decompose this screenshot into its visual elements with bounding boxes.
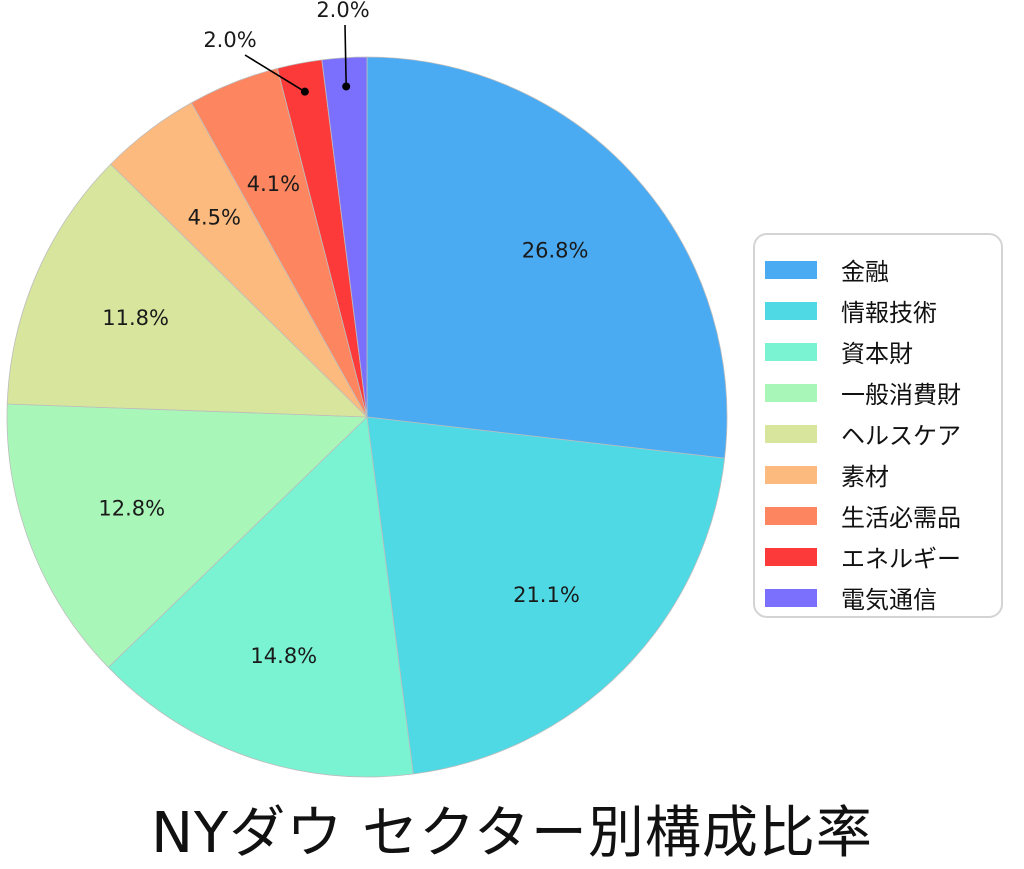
callout-line [244,54,306,93]
legend-swatch [765,465,817,484]
callout-dot [342,82,351,91]
pie-slice [366,416,726,775]
pie-slice [321,56,368,418]
slice-label: 4.1% [247,172,300,196]
legend-label: エネルギー [841,545,961,573]
pie-slices [6,56,728,778]
legend-label: 一般消費財 [841,381,961,409]
legend-label: 資本財 [841,340,913,368]
pie-labels: 26.8% 21.1% 14.8% 12.8% 11.8% 4.5%4.1% 2.0% 2.0… [98,0,588,668]
legend-item: 金融 [765,249,1001,290]
legend-item: 資本財 [765,331,1001,372]
legend-label: 生活必需品 [841,504,961,532]
legend-item: 生活必需品 [765,495,1001,536]
legend-item: 電気通信 [765,577,1001,618]
pie-slice [107,416,414,778]
legend-swatch [765,506,817,525]
slice-label: 2.0% [316,0,369,22]
legend-item: 素材 [765,454,1001,495]
pie-slice [6,163,369,418]
legend-swatch [765,383,817,402]
legend-swatch [765,342,817,361]
slice-label: 2.0% [203,28,256,52]
legend-swatch [765,424,817,443]
legend-swatch [765,301,817,320]
legend-label: ヘルスケア [841,422,961,450]
slice-label: 21.1% [513,583,580,607]
legend-item: 情報技術 [765,290,1001,331]
slice-label: 14.8% [250,644,317,668]
legend-label: 素材 [841,463,889,491]
slice-label: 11.8% [102,306,169,330]
pie-slice [366,56,728,459]
legend-swatch [765,547,817,566]
legend-item: 一般消費財 [765,372,1001,413]
legend-swatch [765,588,817,607]
pie-slice [6,403,368,668]
slice-label: 26.8% [522,238,589,262]
legend-label: 電気通信 [841,586,937,614]
legend-item: ヘルスケア [765,413,1001,454]
legend-item: エネルギー [765,536,1001,577]
legend: 金融 情報技術 資本財 一般消費財 ヘルスケア 素材 生活必需品 エネルギー 電… [753,233,1003,618]
slice-label: 4.5% [188,206,241,230]
callout-line [344,24,347,87]
legend-label: 情報技術 [841,299,937,327]
slice-label: 12.8% [98,496,165,520]
chart-title: NYダウ セクター別構成比率 [151,801,873,866]
legend-swatch [765,260,817,279]
callout-dot [300,87,309,96]
legend-label: 金融 [841,258,889,286]
